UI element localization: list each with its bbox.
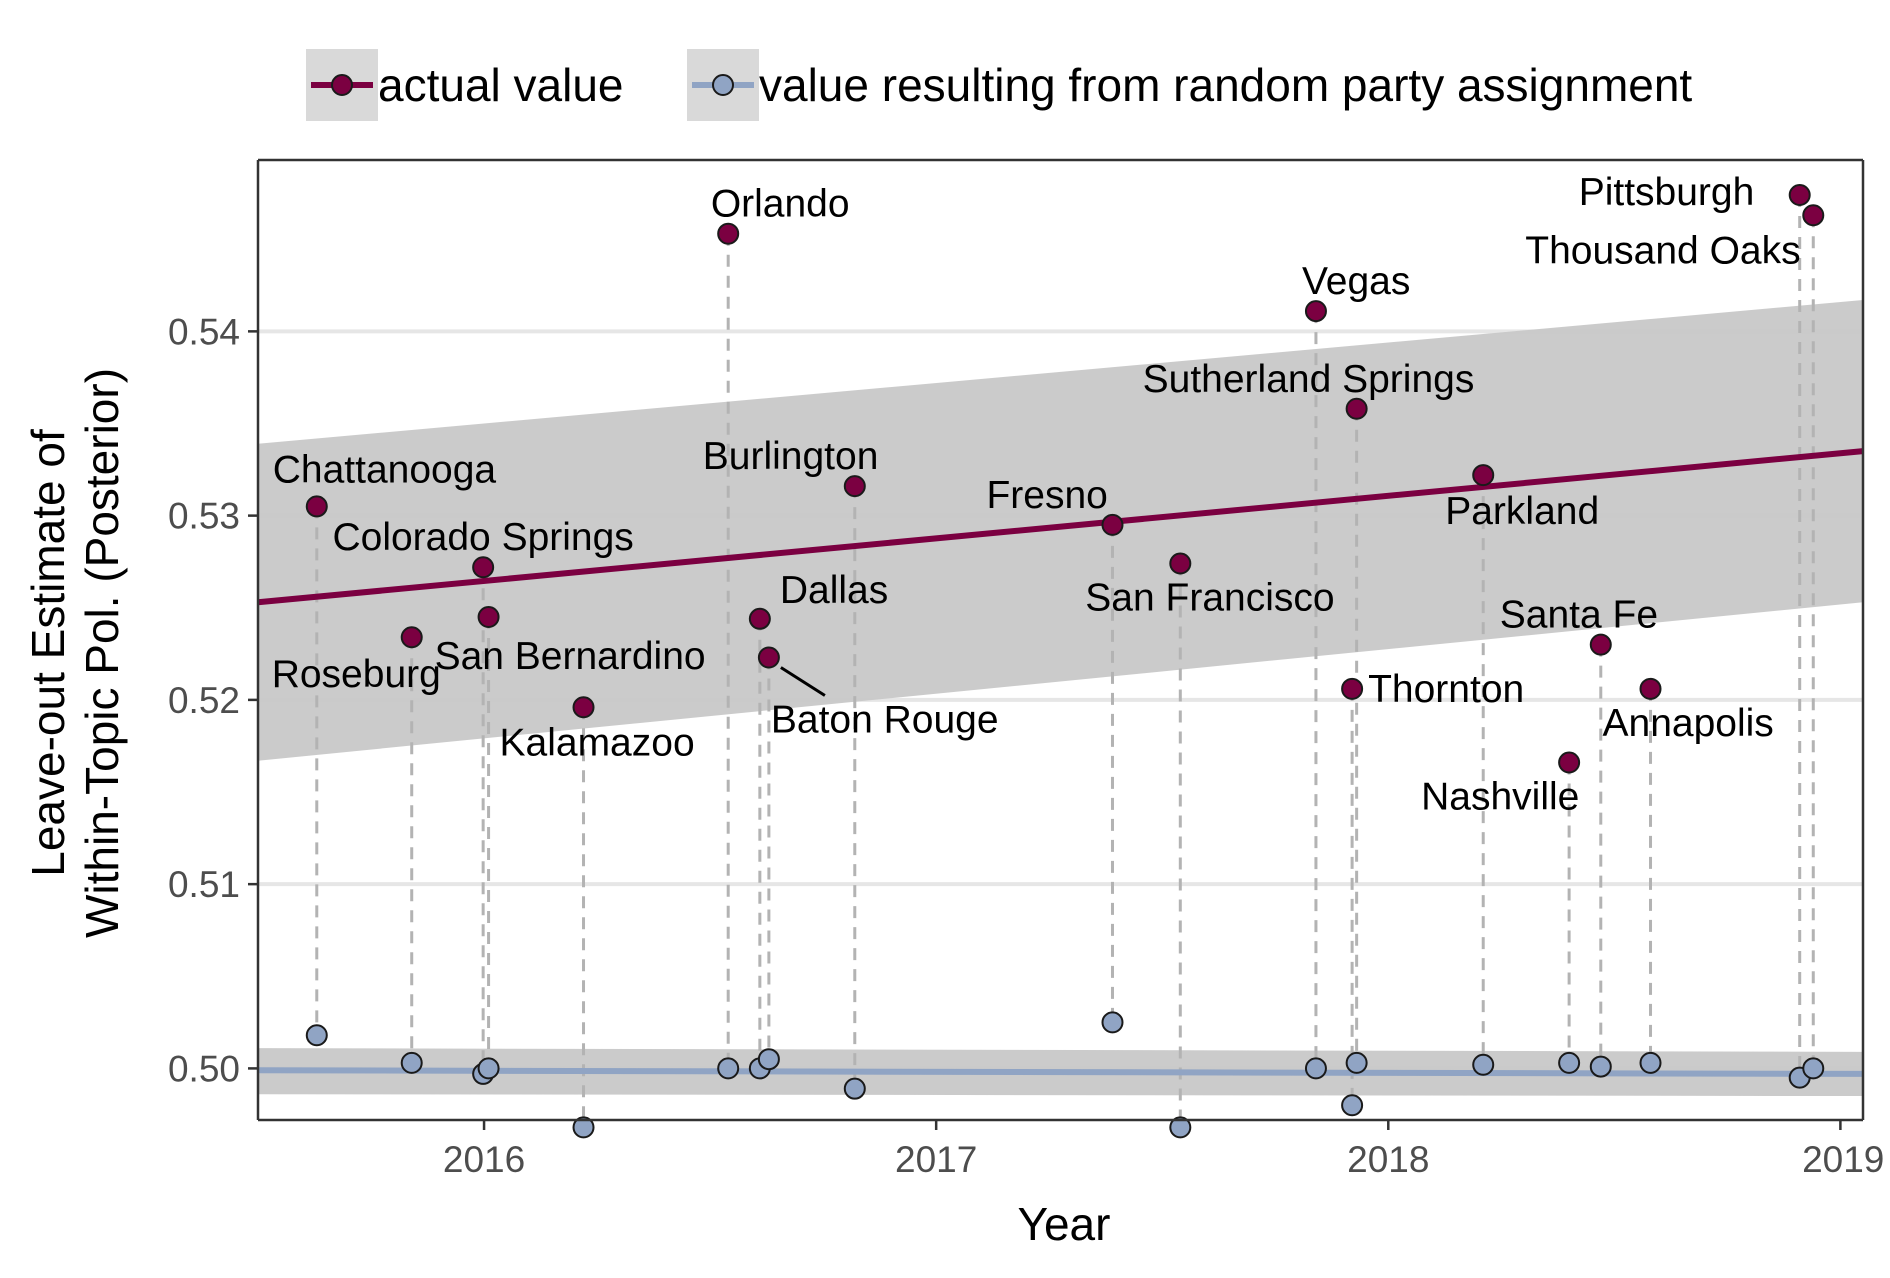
point-actual-baton-rouge [757, 646, 780, 669]
y-axis-title-line2: Within-Topic Pol. (Posterior) [76, 368, 128, 938]
label-annapolis: Annapolis [1603, 702, 1774, 745]
point-random-roseburg [400, 1051, 423, 1074]
point-random-san-bernardino [477, 1057, 500, 1080]
event-connectors [315, 195, 1815, 1128]
point-actual-chattanooga [305, 495, 328, 518]
point-random-vegas [1304, 1057, 1327, 1080]
y-tick-label-0.53: 0.53 [168, 496, 240, 537]
label-fresno: Fresno [986, 474, 1107, 517]
point-actual-kalamazoo [572, 696, 595, 719]
legend-key-random-point [712, 74, 734, 96]
y-tick-label-0.54: 0.54 [168, 311, 240, 352]
point-random-kalamazoo [572, 1116, 595, 1139]
y-axis-title: Leave-out Estimate of Within-Topic Pol. … [22, 368, 128, 938]
point-random-sutherland-springs [1345, 1051, 1368, 1074]
point-actual-vegas [1304, 300, 1327, 323]
y-tick-label-0.51: 0.51 [168, 864, 240, 905]
y-tick-label-0.52: 0.52 [168, 680, 240, 721]
x-axis-title: Year [1018, 1198, 1111, 1250]
point-actual-roseburg [400, 626, 423, 649]
label-burlington: Burlington [703, 435, 879, 478]
point-labels: Chattanooga Roseburg Colorado Springs San B… [272, 171, 1801, 819]
label-colorado-springs: Colorado Springs [332, 516, 633, 559]
point-actual-orlando [717, 222, 740, 245]
label-roseburg: Roseburg [272, 653, 441, 696]
label-orlando: Orlando [711, 183, 850, 226]
point-random-santa-fe [1589, 1055, 1612, 1078]
point-random-nashville [1558, 1051, 1581, 1074]
label-kalamazoo: Kalamazoo [500, 721, 695, 764]
point-random-burlington [843, 1077, 866, 1100]
label-thornton: Thornton [1368, 668, 1524, 711]
point-actual-san-bernardino [477, 605, 500, 628]
point-actual-thousand-oaks [1802, 204, 1825, 227]
label-pittsburgh: Pittsburgh [1579, 171, 1755, 214]
x-tick-label-2017: 2017 [895, 1139, 977, 1180]
legend: actual value value resulting from random… [306, 49, 1692, 121]
point-random-fresno [1101, 1011, 1124, 1034]
point-random-baton-rouge [757, 1048, 780, 1071]
point-actual-santa-fe [1589, 633, 1612, 656]
x-tick-label-2016: 2016 [443, 1139, 525, 1180]
ribbon-actual [258, 300, 1863, 761]
point-random-parkland [1472, 1053, 1495, 1076]
label-san-bernardino: San Bernardino [435, 635, 706, 678]
point-actual-burlington [843, 475, 866, 498]
point-random-chattanooga [305, 1024, 328, 1047]
legend-key-actual-point [331, 74, 353, 96]
leader-baton-rouge [780, 666, 826, 697]
x-tick-label-2018: 2018 [1347, 1139, 1429, 1180]
label-sutherland-springs: Sutherland Springs [1143, 358, 1475, 401]
label-chattanooga: Chattanooga [273, 448, 497, 491]
label-parkland: Parkland [1445, 490, 1599, 533]
x-tick-label-2019: 2019 [1802, 1139, 1884, 1180]
point-random-san-francisco [1169, 1116, 1192, 1139]
point-actual-annapolis [1639, 677, 1662, 700]
point-actual-fresno [1101, 513, 1124, 536]
trend-line-actual [257, 448, 1864, 606]
label-san-francisco: San Francisco [1085, 577, 1334, 620]
point-actual-colorado-springs [472, 556, 495, 579]
legend-label-actual: actual value [378, 59, 624, 111]
axes: 0.50 0.51 0.52 0.53 0.54 2016 2017 2018 2019 [168, 158, 1884, 1180]
point-actual-nashville [1558, 751, 1581, 774]
label-thousand-oaks: Thousand Oaks [1525, 229, 1800, 272]
point-actual-thornton [1341, 677, 1364, 700]
point-actual-pittsburgh [1788, 184, 1811, 207]
point-random-thousand-oaks [1802, 1057, 1825, 1080]
label-dallas: Dallas [780, 569, 888, 612]
label-nashville: Nashville [1421, 776, 1579, 819]
y-tick-label-0.50: 0.50 [168, 1048, 240, 1089]
point-random-annapolis [1639, 1051, 1662, 1074]
point-actual-parkland [1472, 464, 1495, 487]
point-random-thornton [1341, 1094, 1364, 1117]
point-actual-sutherland-springs [1345, 397, 1368, 420]
label-baton-rouge: Baton Rouge [771, 699, 999, 742]
y-axis-title-line1: Leave-out Estimate of [22, 429, 74, 877]
label-santa-fe: Santa Fe [1500, 594, 1658, 637]
data-points [305, 184, 1825, 1139]
point-actual-dallas [748, 607, 771, 630]
point-random-orlando [717, 1057, 740, 1080]
legend-label-random: value resulting from random party assign… [759, 59, 1692, 111]
point-actual-san-francisco [1169, 552, 1192, 575]
label-vegas: Vegas [1302, 260, 1410, 303]
